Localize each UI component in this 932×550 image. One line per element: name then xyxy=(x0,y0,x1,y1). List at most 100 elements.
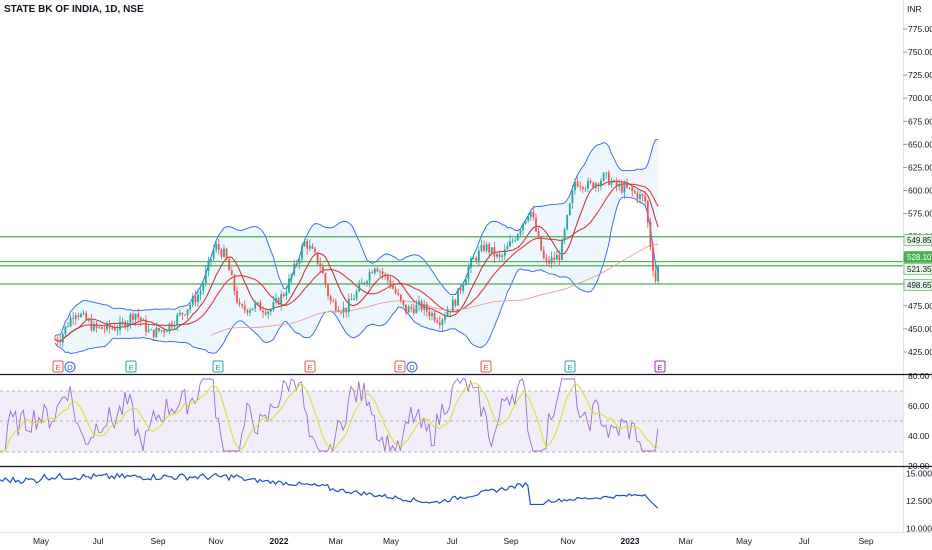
time-axis-label: May xyxy=(383,536,400,546)
candle-body xyxy=(464,279,467,286)
candle-body xyxy=(615,180,618,187)
earnings-event-marker[interactable]: E xyxy=(304,360,316,373)
price-axis[interactable]: 775.00 750.00 725.00 700.00 675.00 650.00 625.… xyxy=(903,24,932,357)
candle-body xyxy=(215,244,218,250)
candle-body xyxy=(618,184,621,187)
earnings-event-marker[interactable]: E xyxy=(212,360,224,373)
candle-body xyxy=(158,327,160,331)
candle-body xyxy=(462,285,465,291)
lower-axis[interactable]: 15.000 12.500 10.000 xyxy=(906,469,932,534)
candle-body xyxy=(87,320,90,321)
candle-body xyxy=(280,294,283,305)
event-marker-shape xyxy=(406,361,418,373)
candle-body xyxy=(100,326,103,329)
candle-body xyxy=(373,268,376,274)
candle-body xyxy=(454,299,457,306)
candle-body xyxy=(589,180,592,183)
rsi-indicator[interactable] xyxy=(0,378,659,453)
lower-indicator[interactable] xyxy=(0,472,659,509)
candlesticks[interactable] xyxy=(54,169,660,348)
price-label-box xyxy=(903,251,932,263)
price-tick-label: 625.00 xyxy=(908,162,932,172)
candle-body xyxy=(285,292,288,296)
candle-body xyxy=(207,260,210,271)
time-axis-label: Mar xyxy=(679,536,694,546)
candle-body xyxy=(519,230,522,235)
candle-body xyxy=(155,327,158,338)
candle-body xyxy=(360,282,363,284)
candle-body xyxy=(327,284,329,296)
candle-body xyxy=(217,244,220,250)
candle-body xyxy=(246,309,249,313)
time-axis-label: Sep xyxy=(858,536,873,546)
candle-body xyxy=(613,180,615,182)
candle-body xyxy=(522,223,524,231)
earnings-event-marker[interactable]: E xyxy=(52,360,64,373)
bollinger-lower xyxy=(54,196,659,354)
price-label-text: 528.10 xyxy=(907,253,932,262)
candle-body xyxy=(124,321,127,328)
earnings-event-marker[interactable]: E xyxy=(480,360,492,373)
candle-body xyxy=(324,273,327,285)
rsi-line xyxy=(0,378,659,453)
candle-body xyxy=(152,329,155,338)
candle-body xyxy=(433,313,436,321)
dividend-event-marker[interactable]: D xyxy=(64,361,76,373)
candle-body xyxy=(295,263,298,265)
dividend-event-marker[interactable]: D xyxy=(406,361,418,373)
candle-body xyxy=(59,341,62,343)
event-marker-shape xyxy=(304,360,316,373)
candle-body xyxy=(332,300,335,302)
candle-body xyxy=(113,328,116,331)
candle-body xyxy=(415,304,418,314)
chart-title: STATE BK OF INDIA, 1D, NSE xyxy=(4,4,144,15)
event-marker-label: D xyxy=(67,363,73,372)
candle-body xyxy=(467,267,470,280)
candle-body xyxy=(303,241,306,247)
price-tick-label: 450.00 xyxy=(908,324,932,334)
horizontal-levels[interactable] xyxy=(0,236,903,285)
candle-body xyxy=(428,311,431,317)
candle-body xyxy=(275,298,277,303)
earnings-event-marker[interactable]: E xyxy=(394,360,406,373)
candle-body xyxy=(553,257,556,260)
candle-body xyxy=(444,316,446,320)
price-tick-label: 775.00 xyxy=(908,24,932,34)
candle-body xyxy=(623,184,626,193)
candle-body xyxy=(371,272,374,274)
candle-body xyxy=(272,302,275,310)
candle-body xyxy=(121,321,124,323)
candle-body xyxy=(451,299,454,312)
candle-body xyxy=(418,301,420,305)
candle-body xyxy=(230,270,233,276)
candle-body xyxy=(290,274,293,279)
earnings-event-marker[interactable]: E xyxy=(654,360,666,373)
candle-body xyxy=(480,245,483,251)
rsi-axis[interactable]: 80.00 60.00 40.00 20.00 xyxy=(908,371,930,471)
candle-body xyxy=(493,247,496,257)
candle-body xyxy=(477,250,480,261)
candle-body xyxy=(399,294,402,301)
earnings-event-marker[interactable]: E xyxy=(125,360,137,373)
candle-body xyxy=(436,320,439,323)
candle-body xyxy=(191,296,194,305)
earnings-event-marker[interactable]: E xyxy=(564,360,576,373)
time-axis[interactable]: May Jul Sep Nov 2022 Mar May Jul Sep Nov 2023 Mar Ma… xyxy=(33,536,874,546)
candle-body xyxy=(376,268,379,272)
candle-body xyxy=(579,186,582,188)
candle-body xyxy=(181,312,184,315)
candle-body xyxy=(259,302,262,311)
rsi-tick-label: 80.00 xyxy=(908,371,930,381)
candle-body xyxy=(503,249,506,256)
candle-body xyxy=(568,203,571,216)
candle-body xyxy=(150,329,153,331)
price-label-box xyxy=(903,234,932,246)
event-marker-shape xyxy=(52,360,64,373)
candle-body xyxy=(301,246,303,260)
candle-body xyxy=(249,310,251,313)
event-marker-label: E xyxy=(307,363,312,372)
candle-body xyxy=(558,254,561,260)
candle-body xyxy=(472,258,475,259)
